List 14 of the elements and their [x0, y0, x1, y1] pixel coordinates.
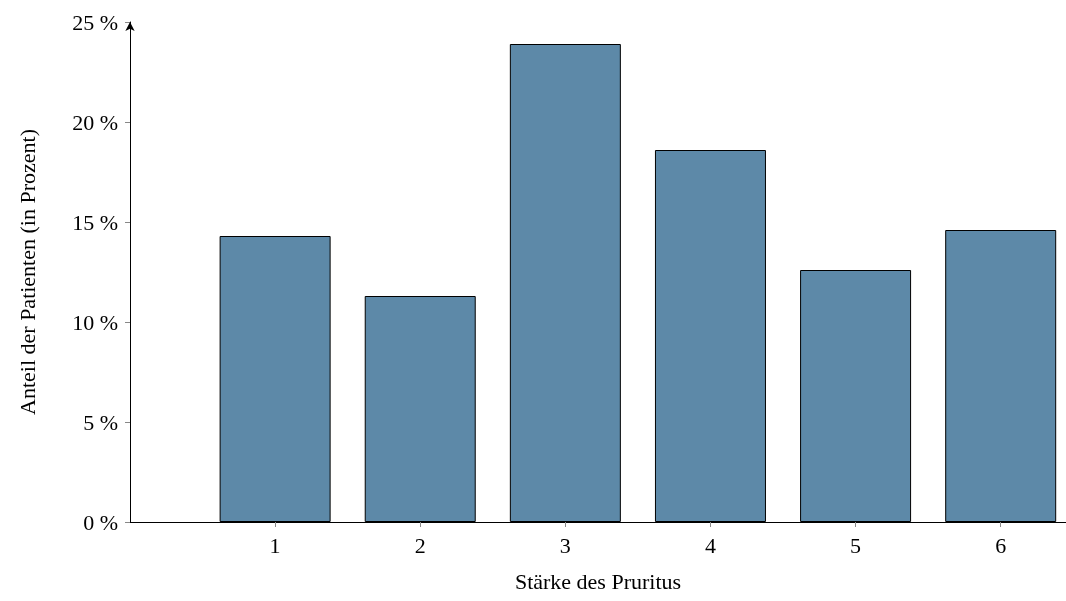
- y-tick-label: 5 %: [83, 409, 118, 435]
- y-tick-label: 0 %: [83, 509, 118, 535]
- y-tick-label: 25 %: [72, 9, 118, 35]
- x-axis-title: Stärke des Pruritus: [514, 568, 682, 594]
- y-tick-label: 20 %: [72, 109, 118, 135]
- y-axis-title: Anteil der Patienten (in Prozent): [14, 129, 40, 415]
- x-tick-label: 6: [995, 532, 1007, 558]
- y-tick-label: 15 %: [72, 209, 118, 235]
- x-tick-label: 5: [850, 532, 862, 558]
- y-tick-label: 10 %: [72, 309, 118, 335]
- x-tick-label: 2: [414, 532, 426, 558]
- x-tick-label: 4: [704, 532, 716, 558]
- x-tick-label: 3: [559, 532, 571, 558]
- x-tick-label: 1: [269, 532, 281, 558]
